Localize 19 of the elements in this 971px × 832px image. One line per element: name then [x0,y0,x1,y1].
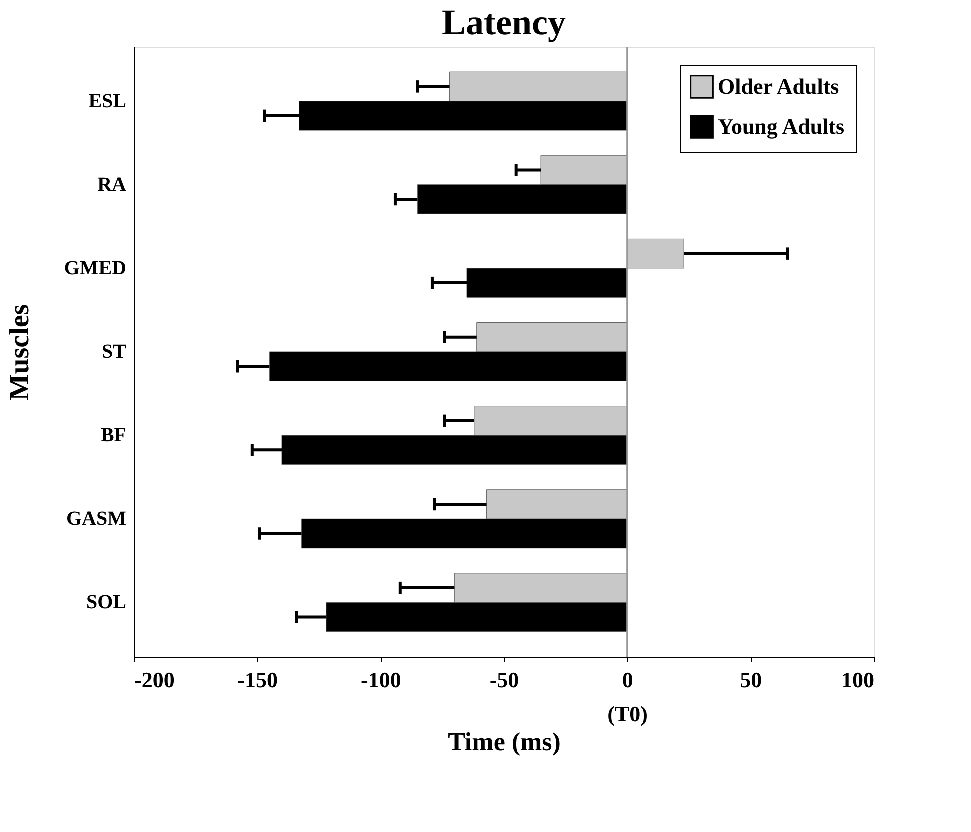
x-tick-label: 100 [842,668,874,692]
x-tick-label: -100 [361,668,402,692]
x-tick-label: 0 (T0) [608,668,648,726]
x-tick-label: -50 [490,668,520,692]
y-tick-label: SOL [86,592,126,614]
y-tick-label: BF [100,424,126,447]
y-tick-label: GMED [64,257,126,280]
legend-label: Older Adults [718,74,840,99]
x-tick-label: -150 [238,668,278,692]
y-tick-label: GASM [66,508,127,530]
x-tick-label: -200 [134,668,175,692]
y-axis-title: Muscles [4,304,36,401]
y-tick-label: ST [102,341,128,363]
chart-title: Latency [442,2,566,42]
y-tick-label: ESL [88,90,126,112]
x-tick-label: 50 [740,668,762,692]
x-axis-title: Time (ms) [448,728,561,756]
legend-label: Young Adults [718,114,846,139]
y-tick-label: RA [98,174,128,196]
